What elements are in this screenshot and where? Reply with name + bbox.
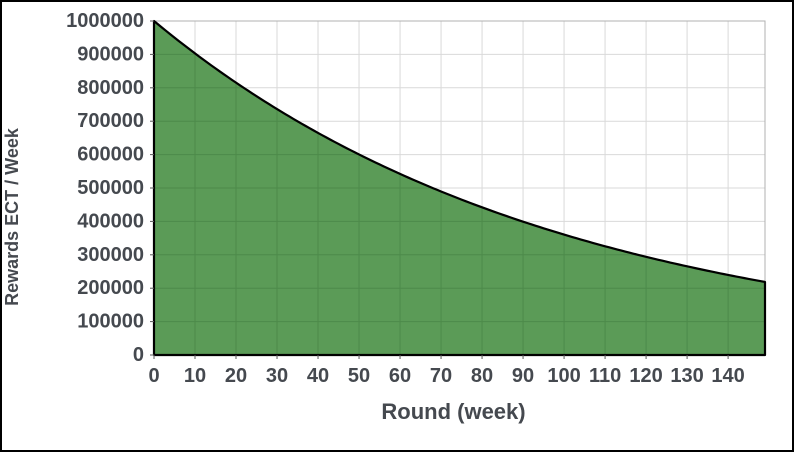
svg-text:90: 90 <box>512 365 534 387</box>
svg-text:Rewards ECT / Week: Rewards ECT / Week <box>2 127 22 306</box>
svg-text:50: 50 <box>348 365 370 387</box>
svg-text:60: 60 <box>389 365 411 387</box>
svg-text:600000: 600000 <box>77 144 144 166</box>
svg-text:30: 30 <box>266 365 288 387</box>
svg-text:20: 20 <box>225 365 247 387</box>
svg-text:Round (week): Round (week) <box>381 399 525 424</box>
svg-text:200000: 200000 <box>77 277 144 299</box>
svg-text:100000: 100000 <box>77 311 144 333</box>
svg-text:1000000: 1000000 <box>66 10 144 32</box>
svg-text:800000: 800000 <box>77 77 144 99</box>
svg-text:500000: 500000 <box>77 177 144 199</box>
svg-text:110: 110 <box>589 365 621 387</box>
svg-text:0: 0 <box>148 365 159 387</box>
svg-text:70: 70 <box>430 365 452 387</box>
svg-text:130: 130 <box>670 365 703 387</box>
svg-text:140: 140 <box>711 365 744 387</box>
svg-text:100: 100 <box>547 365 580 387</box>
svg-text:400000: 400000 <box>77 210 144 232</box>
svg-text:40: 40 <box>307 365 329 387</box>
svg-text:10: 10 <box>184 365 206 387</box>
svg-text:0: 0 <box>133 344 144 366</box>
svg-text:80: 80 <box>471 365 493 387</box>
svg-text:300000: 300000 <box>77 244 144 266</box>
svg-text:120: 120 <box>629 365 662 387</box>
svg-text:900000: 900000 <box>77 43 144 65</box>
svg-text:700000: 700000 <box>77 110 144 132</box>
